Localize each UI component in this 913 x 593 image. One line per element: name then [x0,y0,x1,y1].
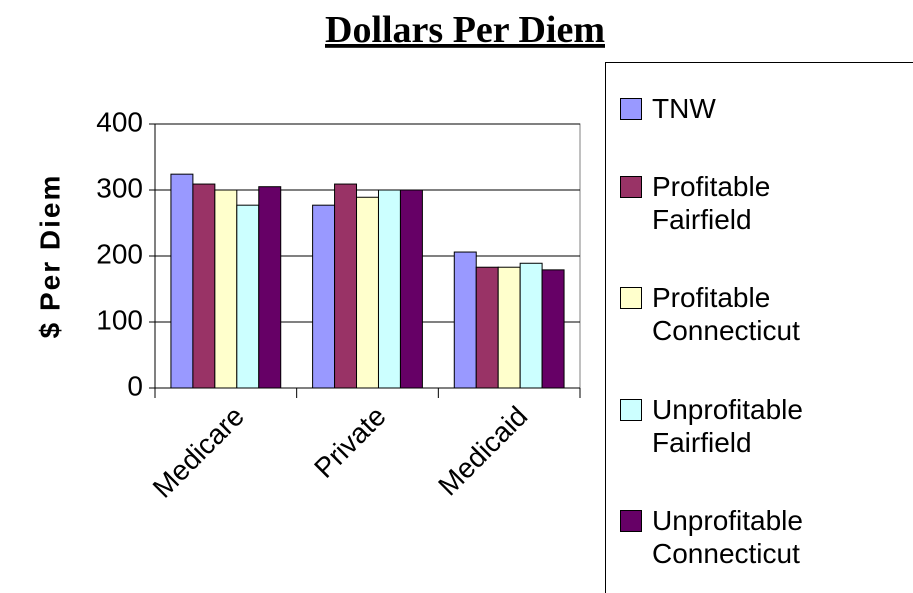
bar [453,251,477,389]
bar [258,186,282,389]
x-tick-label: Medicare [147,400,250,503]
legend-label: Profitable Connecticut [652,282,800,347]
legend-label: Unprofitable Fairfield [652,393,803,458]
y-axis-label: $ Per Diem [34,174,65,339]
legend-swatch [620,176,642,199]
legend-label: TNW [652,92,716,124]
bar [236,204,260,389]
legend-item: Unprofitable Connecticut [620,504,913,570]
legend-label: Unprofitable Connecticut [652,505,803,570]
bar [170,173,194,389]
legend-swatch [620,398,642,421]
x-tick-label: Private [308,400,392,484]
x-tick-label: Medicaid [432,400,533,501]
legend-item: Unprofitable Fairfield [620,393,913,459]
legend-label: Profitable Fairfield [652,171,771,236]
legend-item: Profitable Connecticut [620,281,913,347]
bar [312,204,336,389]
y-tick-label: 100 [96,304,143,335]
bar [334,183,358,389]
bar [497,266,521,389]
y-tick-label: 300 [96,172,143,203]
legend: TNW Profitable Fairfield Profitable Connec… [605,62,913,593]
bar [519,262,543,389]
bar [214,189,238,389]
bar [356,196,379,389]
bar [541,269,565,389]
legend-swatch [620,97,642,120]
legend-swatch [620,510,642,533]
bar [475,266,499,389]
legend-swatch [620,287,642,310]
chart-title: Dollars Per Diem [325,9,605,51]
bar [399,189,423,389]
bar [377,189,401,389]
y-tick-label: 400 [96,106,143,137]
y-tick-label: 0 [127,370,143,401]
legend-item: TNW [620,92,913,125]
bar [192,183,216,389]
legend-item: Profitable Fairfield [620,170,913,236]
y-tick-label: 200 [96,238,143,269]
